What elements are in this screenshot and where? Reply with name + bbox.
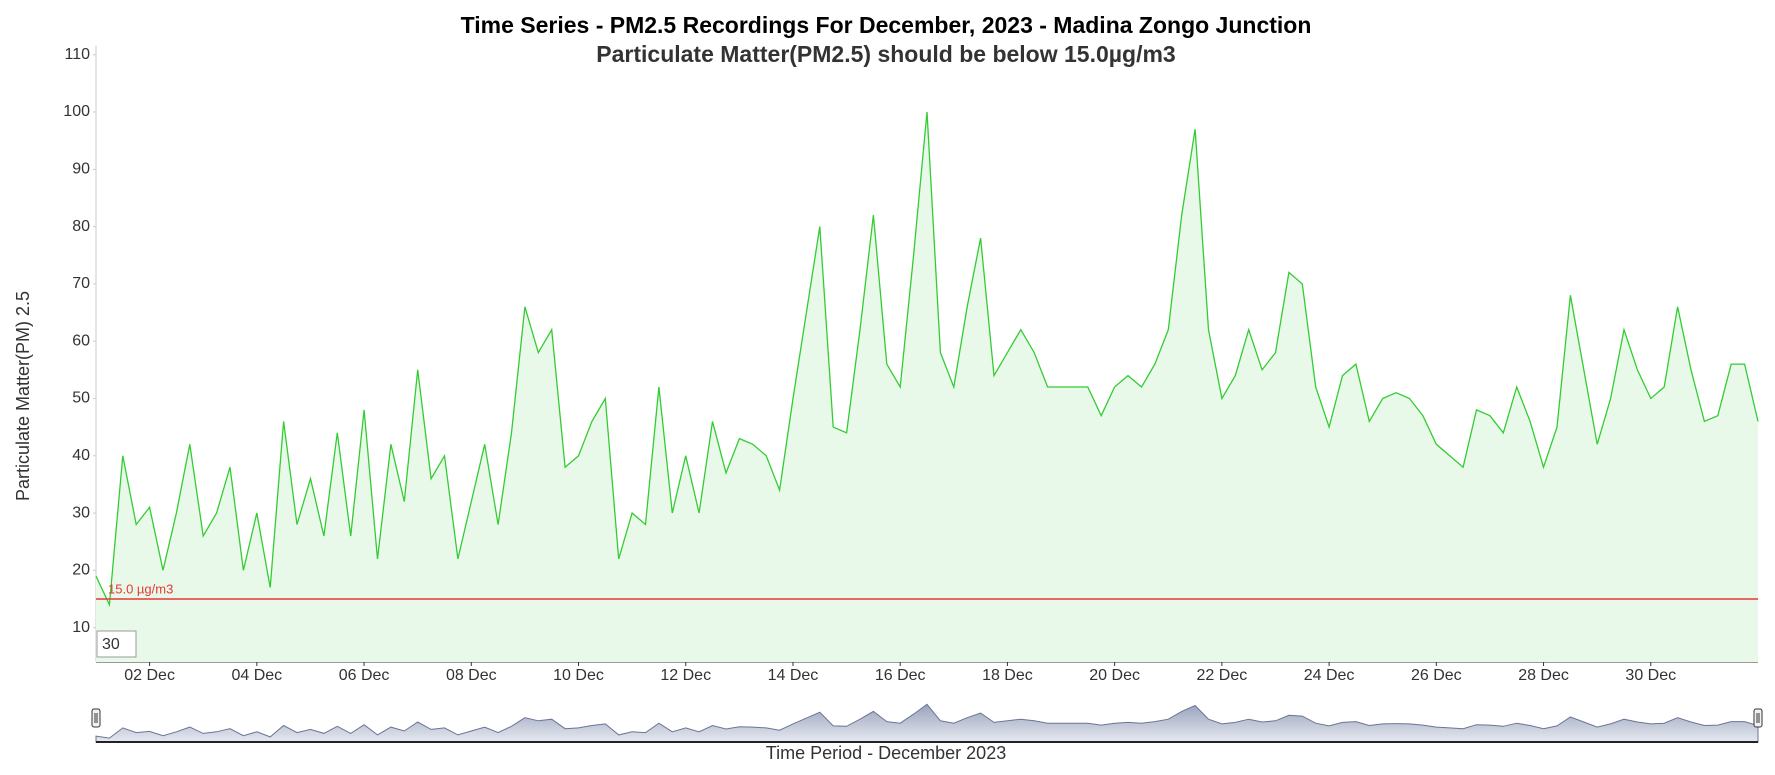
y-tick-label: 50 [72,390,90,407]
x-tick-label: 20 Dec [1089,667,1140,684]
x-tick-label: 30 Dec [1625,667,1676,684]
y-tick-label: 40 [72,447,90,464]
y-tick-label: 110 [64,46,90,63]
x-tick-label: 02 Dec [124,667,175,684]
x-tick-label: 26 Dec [1411,667,1462,684]
y-tick-label: 70 [72,275,90,292]
y-tick-label: 80 [72,218,90,235]
y-tick-label: 30 [72,504,90,521]
line [95,111,1759,608]
range-input[interactable]: 30 [102,636,120,653]
navigator-handle[interactable] [1753,708,1763,728]
x-tick-label: 24 Dec [1304,667,1355,684]
x-axis-title: Time Period - December 2023 [766,743,1006,763]
chart-subtitle: Particulate Matter(PM2.5) should be belo… [596,41,1175,67]
x-tick-label: 08 Dec [446,667,497,684]
chart-title: Time Series - PM2.5 Recordings For Decem… [461,12,1312,38]
x-tick-label: 22 Dec [1197,667,1248,684]
range-input-box[interactable] [96,630,137,658]
navigator-area [95,703,1759,743]
x-tick-label: 18 Dec [982,667,1033,684]
y-tick-label: 100 [63,103,90,120]
y-tick-label: 60 [72,332,90,349]
x-tick-label: 04 Dec [231,667,282,684]
x-tick-label: 16 Dec [875,667,926,684]
x-tick-label: 28 Dec [1518,667,1569,684]
area-fill [96,112,1758,662]
y-tick-label: 10 [72,619,90,636]
x-tick-label: 14 Dec [768,667,819,684]
x-tick-label: 12 Dec [660,667,711,684]
x-tick-label: 10 Dec [553,667,604,684]
y-tick-label: 90 [72,161,90,178]
y-axis-title: Particulate Matter(PM) 2.5 [13,291,33,501]
plot-area: 10 20 30 40 50 60 70 80 90 100 110 02 Dec 04 Dec 06 D… [63,46,1763,743]
threshold-label: 15.0 µg/m3 [108,581,173,596]
navigator-handle[interactable] [91,708,101,728]
x-tick-label: 06 Dec [339,667,390,684]
y-tick-label: 20 [72,562,90,579]
